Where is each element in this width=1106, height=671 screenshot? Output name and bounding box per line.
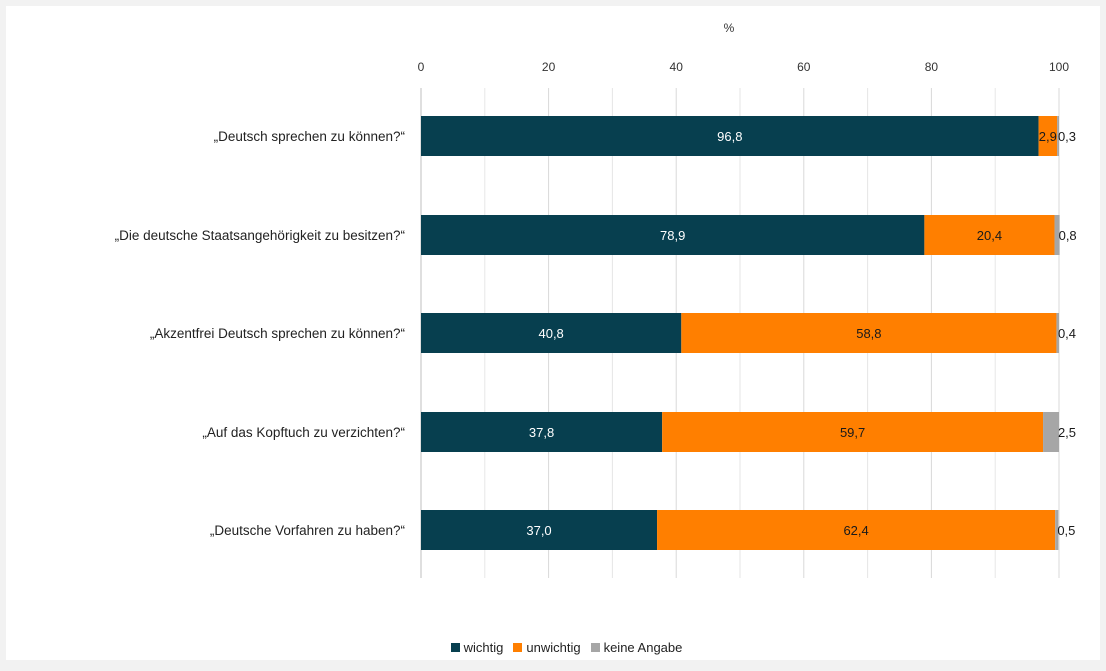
tick-label-40: 40 (670, 60, 684, 74)
tick-label-0: 0 (418, 60, 425, 74)
legend-label-wichtig: wichtig (463, 639, 504, 655)
data-labels: 96,8 2,9 0,3 78,9 20,4 0,8 40,8 58,8 0,4 37,8 59,7… (526, 129, 1076, 538)
data-label-unwichtig-4: 59,7 (840, 425, 865, 440)
data-label-wichtig-1: 96,8 (717, 129, 742, 144)
data-label-keine-angabe-3: 0,4 (1058, 326, 1076, 341)
legend-swatch-wichtig (450, 642, 460, 652)
bar-keine-angabe-1 (1057, 116, 1059, 156)
data-label-wichtig-3: 40,8 (538, 326, 563, 341)
data-label-unwichtig-1: 2,9 (1039, 129, 1057, 144)
bar-wichtig-3 (421, 313, 682, 353)
category-label-2: „Die deutsche Staatsangehörigkeit zu bes… (115, 228, 405, 243)
tick-label-20: 20 (542, 60, 556, 74)
data-label-wichtig-2: 78,9 (660, 228, 685, 243)
data-label-wichtig-4: 37,8 (529, 425, 554, 440)
bars (421, 116, 1060, 550)
axis-title: % (724, 21, 735, 35)
bar-wichtig-1 (421, 116, 1039, 156)
data-label-unwichtig-2: 20,4 (977, 228, 1002, 243)
category-label-3: „Akzentfrei Deutsch sprechen zu können?“ (150, 326, 405, 341)
data-label-wichtig-5: 37,0 (526, 523, 551, 538)
legend-label-unwichtig: unwichtig (526, 639, 581, 655)
bar-unwichtig-4 (662, 412, 1044, 452)
tick-label-60: 60 (797, 60, 811, 74)
legend-item-keine-angabe: keine Angabe (590, 639, 683, 655)
category-label-5: „Deutsche Vorfahren zu haben?“ (210, 523, 405, 538)
data-label-keine-angabe-2: 0,8 (1059, 228, 1077, 243)
bar-keine-angabe-3 (1056, 313, 1059, 353)
data-label-keine-angabe-1: 0,3 (1058, 129, 1076, 144)
bar-unwichtig-2 (924, 215, 1055, 255)
data-label-keine-angabe-5: 0,5 (1057, 523, 1075, 538)
tick-labels: 0 20 40 60 80 100 (418, 60, 1070, 74)
bar-unwichtig-3 (681, 313, 1057, 353)
tick-label-80: 80 (925, 60, 939, 74)
bar-keine-angabe-2 (1054, 215, 1060, 255)
category-label-1: „Deutsch sprechen zu können?“ (214, 129, 405, 144)
legend: wichtig unwichtig keine Angabe (424, 634, 709, 660)
bar-unwichtig-1 (1038, 116, 1058, 156)
legend-label-keine-angabe: keine Angabe (603, 639, 683, 655)
data-label-unwichtig-5: 62,4 (843, 523, 868, 538)
legend-item-unwichtig: unwichtig (513, 639, 581, 655)
data-label-unwichtig-3: 58,8 (856, 326, 881, 341)
bar-keine-angabe-4 (1043, 412, 1059, 452)
tick-label-100: 100 (1049, 60, 1069, 74)
category-label-4: „Auf das Kopftuch zu verzichten?“ (202, 425, 405, 440)
category-labels: „Deutsch sprechen zu können?“ „Die deutsc… (115, 129, 405, 538)
legend-swatch-keine-angabe (590, 642, 600, 652)
data-label-keine-angabe-4: 2,5 (1058, 425, 1076, 440)
legend-item-wichtig: wichtig (450, 639, 504, 655)
bar-unwichtig-5 (657, 510, 1056, 550)
legend-swatch-unwichtig (513, 642, 523, 652)
bar-keine-angabe-5 (1055, 510, 1059, 550)
bar-wichtig-2 (421, 215, 925, 255)
bar-wichtig-5 (421, 510, 658, 550)
bar-wichtig-4 (421, 412, 663, 452)
